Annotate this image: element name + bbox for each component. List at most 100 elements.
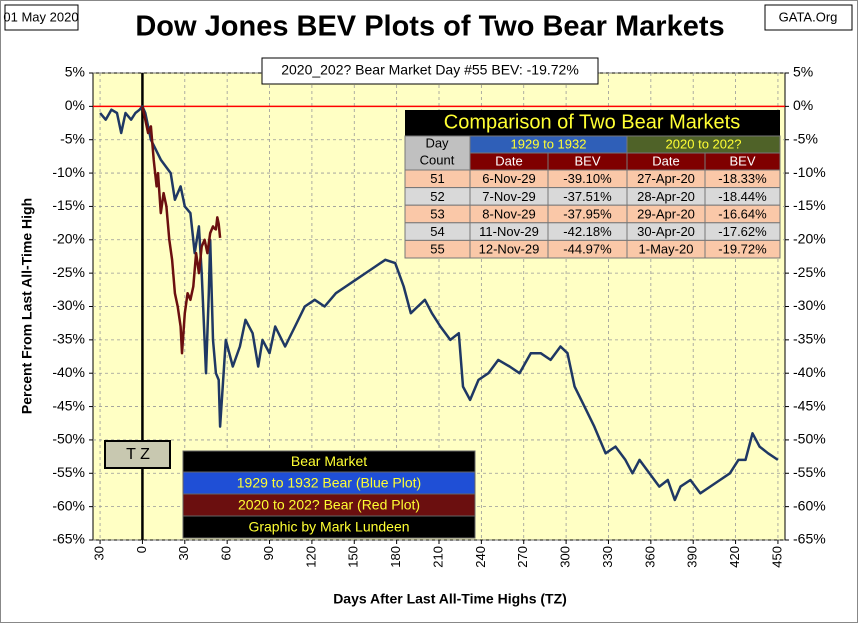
y-tick-label: -45% [52,397,85,413]
legend-text: Bear Market [291,453,367,469]
x-axis-title: Days After Last All-Time Highs (TZ) [333,591,567,607]
legend-text: 2020 to 202? Bear (Red Plot) [238,497,420,513]
y2-tick-label: -35% [793,331,826,347]
table-cell: 1-May-20 [639,242,694,257]
source-box [764,4,853,31]
y-tick-label: -40% [52,364,85,380]
column-header: BEV [729,153,755,168]
table-cell: 51 [430,171,444,186]
y-tick-label: -50% [52,431,85,447]
y2-tick-label: 0% [793,97,813,113]
table-cell: 30-Apr-20 [637,224,695,239]
x-tick-label: 450 [769,546,784,568]
x-tick-label: 210 [430,546,445,568]
y-tick-label: -25% [52,264,85,280]
group-header: 1929 to 1932 [511,136,587,151]
x-tick-label: 240 [473,546,488,568]
count-header: Count [420,152,455,167]
table-cell: -16.64% [718,206,767,221]
y2-tick-label: -65% [793,531,826,547]
x-tick-label: 300 [558,546,573,568]
y-tick-label: -10% [52,164,85,180]
y2-tick-label: -55% [793,464,826,480]
x-tick-label: 0 [134,546,149,553]
x-tick-label: 390 [685,546,700,568]
tz-box [104,440,171,469]
column-header: BEV [574,153,600,168]
x-tick-label: 30 [176,546,191,560]
table-cell: 28-Apr-20 [637,189,695,204]
table-title-bg [405,110,780,136]
table-cell: -39.10% [563,171,612,186]
x-tick-label: 330 [600,546,615,568]
table-cell: -18.44% [718,189,767,204]
table-cell: -19.72% [718,242,767,257]
y2-tick-label: -10% [793,164,826,180]
table-cell: 27-Apr-20 [637,171,695,186]
y2-tick-label: 5% [793,64,813,80]
source: GATA.Org [779,9,838,24]
y2-tick-label: -60% [793,497,826,513]
table-cell: 54 [430,224,444,239]
chart-title: Dow Jones BEV Plots of Two Bear Markets [135,11,724,43]
day-header-bg [404,135,471,171]
x-tick-label: 360 [642,546,657,568]
table-title: Comparison of Two Bear Markets [444,111,740,133]
table-cell: -37.51% [563,189,612,204]
x-tick-label: 420 [727,546,742,568]
y2-tick-label: -15% [793,197,826,213]
y-axis-title: Percent From Last All-Time High [19,198,35,414]
table-cell: -37.95% [563,206,612,221]
table-cell: 7-Nov-29 [482,189,535,204]
y-tick-label: -35% [52,331,85,347]
y-tick-label: 5% [65,64,85,80]
y2-tick-label: -30% [793,297,826,313]
y-tick-label: -5% [60,130,85,146]
table-cell: 12-Nov-29 [479,242,540,257]
group-header: 2020 to 202? [666,136,742,151]
y2-tick-label: -50% [793,431,826,447]
table-cell: 53 [430,206,444,221]
legend-text: Graphic by Mark Lundeen [248,519,409,535]
status-box [261,57,599,85]
y2-tick-label: -40% [793,364,826,380]
date-box [4,4,79,31]
tz-label: T Z [126,446,150,463]
y2-tick-label: -5% [793,130,818,146]
status: 2020_202? Bear Market Day #55 BEV: -19.7… [281,62,579,78]
column-header: Date [495,153,522,168]
table-cell: 8-Nov-29 [482,206,535,221]
y2-tick-label: -25% [793,264,826,280]
y-tick-label: -15% [52,197,85,213]
legend-row [182,515,476,539]
x-tick-label: 30 [91,546,106,560]
date: 01 May 2020 [3,9,78,24]
y2-tick-label: -45% [793,397,826,413]
series-line [99,105,779,502]
table-cell: -17.62% [718,224,767,239]
table-cell: 11-Nov-29 [479,224,539,239]
x-tick-label: 180 [388,546,403,568]
y-tick-label: 0% [65,97,85,113]
y-tick-label: -30% [52,297,85,313]
x-tick-label: 150 [346,546,361,568]
y2-tick-label: -20% [793,230,826,246]
y-tick-label: -60% [52,497,85,513]
series-line [141,106,222,355]
table-cell: -18.33% [718,171,767,186]
legend-text: 1929 to 1932 Bear (Blue Plot) [237,475,421,491]
column-header: Date [652,153,679,168]
x-tick-label: 270 [515,546,530,568]
table-cell: -42.18% [563,224,612,239]
x-tick-label: 90 [261,546,276,560]
table-cell: 55 [430,242,444,257]
y-tick-label: -55% [52,464,85,480]
x-tick-label: 120 [303,546,318,568]
table-cell-bg [704,239,781,259]
table-cell: 52 [430,189,444,204]
table-cell: 29-Apr-20 [637,206,695,221]
y-tick-label: -20% [52,230,85,246]
y-tick-label: -65% [52,531,85,547]
table-cell: -44.97% [563,242,612,257]
